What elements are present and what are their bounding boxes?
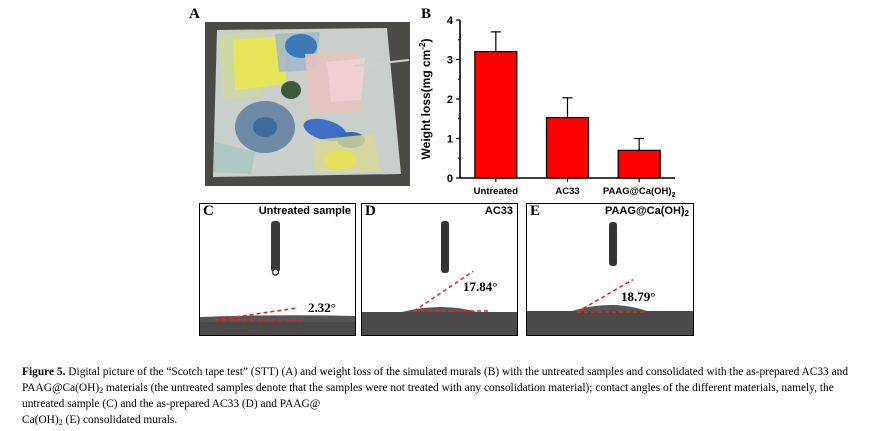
tangent-dashed <box>576 278 634 313</box>
angle-value-paag: 18.79° <box>621 289 656 304</box>
y-tick-label: 0 <box>447 173 453 185</box>
panel-d-label: D <box>365 203 376 219</box>
angle-overlay-ac33 <box>413 270 489 312</box>
contact-angle-image-paag <box>527 222 693 335</box>
panel-a-label: A <box>189 6 200 22</box>
contact-angle-panel-untreated: C Untreated sample 2.32° <box>199 203 356 336</box>
sample-label-paag: PAAG@Ca(OH)2 <box>604 205 689 218</box>
caption-text-3: Ca(OH) <box>22 414 59 426</box>
y-tick-label: 1 <box>447 134 453 146</box>
panel-b-label: B <box>421 6 432 22</box>
caption-text-1: Digital picture of the “Scotch tape test… <box>22 366 849 394</box>
tangent-dashed <box>214 307 298 321</box>
x-tick-label: PAAG@Ca(OH)2 <box>603 186 676 198</box>
angle-overlay-paag <box>576 278 645 313</box>
x-tick-label: AC33 <box>555 186 579 197</box>
y-tick-label: 4 <box>447 15 454 27</box>
y-tick-label: 2 <box>447 94 453 106</box>
panel-c-label: C <box>203 203 214 219</box>
bar <box>617 149 661 179</box>
caption-text-4: (E) consolidated murals. <box>62 414 178 426</box>
panel-e-label: E <box>530 203 541 219</box>
contact-angle-panel-ac33: D AC33 17.84° <box>361 203 518 336</box>
caption-figure-label: Figure 5. <box>22 366 66 378</box>
sample-label-untreated: Untreated sample <box>258 205 351 217</box>
caption-text-2: materials (the untreated samples denote … <box>22 382 834 410</box>
mural-tape-test-photo <box>205 22 410 186</box>
bar <box>545 116 590 179</box>
angle-overlay-untreated <box>214 307 303 321</box>
y-axis-label: Weight loss(mg cm-2) <box>418 39 433 160</box>
bar <box>474 50 518 179</box>
y-tick-label: 3 <box>447 55 453 67</box>
tangent-dashed <box>413 270 474 312</box>
weight-loss-bar-chart: 0 1 2 3 4 Weight loss(mg cm-2) Untreated AC33 PA… <box>418 15 676 198</box>
angle-value-untreated: 2.32° <box>308 300 336 315</box>
sample-label-ac33: AC33 <box>484 205 513 217</box>
x-tick-label: Untreated <box>474 186 519 197</box>
figure-caption: Figure 5. Digital picture of the “Scotch… <box>22 366 849 427</box>
angle-value-ac33: 17.84° <box>463 279 498 294</box>
contact-angle-panel-paag: E PAAG@Ca(OH)2 18.79° <box>526 203 694 336</box>
